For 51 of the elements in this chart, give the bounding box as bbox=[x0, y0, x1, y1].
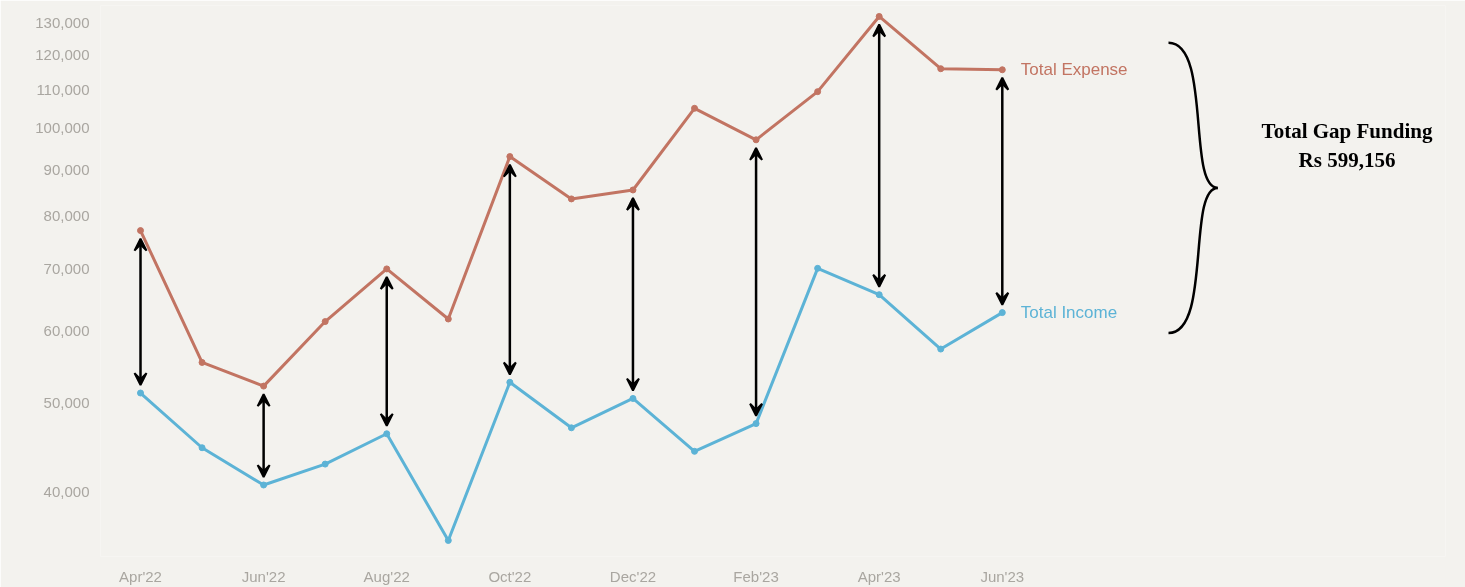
x-tick-label: Aug'22 bbox=[363, 567, 410, 585]
y-tick-label: 120,000 bbox=[35, 46, 90, 64]
point bbox=[752, 136, 760, 144]
point bbox=[383, 265, 391, 273]
x-tick-label: Oct'22 bbox=[488, 567, 532, 585]
y-tick-label: 70,000 bbox=[43, 260, 90, 278]
point bbox=[137, 227, 145, 235]
point bbox=[198, 444, 206, 452]
point bbox=[629, 394, 637, 402]
series-label: Total Income bbox=[1020, 303, 1118, 323]
point bbox=[321, 460, 329, 468]
y-tick-label: 130,000 bbox=[35, 14, 90, 32]
point bbox=[137, 389, 145, 397]
x-tick-label: Apr'22 bbox=[119, 567, 162, 585]
point bbox=[567, 195, 575, 203]
y-tick-label: 60,000 bbox=[43, 321, 90, 339]
point bbox=[260, 382, 268, 390]
point bbox=[875, 12, 883, 20]
point bbox=[814, 88, 822, 96]
y-tick-label: 50,000 bbox=[43, 394, 90, 412]
text: Rs 599,156 bbox=[1298, 148, 1396, 173]
point bbox=[752, 420, 760, 428]
point bbox=[198, 358, 206, 366]
point bbox=[691, 447, 699, 455]
point bbox=[383, 430, 391, 438]
y-tick-label: 40,000 bbox=[43, 482, 90, 500]
y-tick-label: 90,000 bbox=[43, 160, 90, 178]
x-tick-label: Dec'22 bbox=[609, 567, 657, 585]
point bbox=[567, 424, 575, 432]
x-tick-label: Jun'23 bbox=[980, 567, 1025, 585]
y-tick-label: 110,000 bbox=[36, 80, 90, 98]
point bbox=[814, 264, 822, 272]
point bbox=[506, 378, 514, 386]
point bbox=[937, 345, 945, 353]
point bbox=[444, 315, 452, 323]
x-tick-label: Jun'22 bbox=[241, 567, 286, 585]
point bbox=[691, 104, 699, 112]
y-tick-label: 80,000 bbox=[43, 207, 90, 225]
point bbox=[998, 66, 1006, 74]
point bbox=[998, 309, 1006, 317]
point bbox=[506, 153, 514, 161]
point bbox=[875, 291, 883, 299]
x-tick-label: Feb'23 bbox=[733, 567, 779, 585]
x-tick-label: Apr'23 bbox=[857, 567, 901, 585]
point bbox=[629, 186, 637, 194]
text: Total Gap Funding bbox=[1261, 118, 1433, 143]
series-label: Total Expense bbox=[1020, 60, 1128, 80]
point bbox=[321, 318, 329, 326]
y-tick-label: 100,000 bbox=[35, 118, 90, 136]
point bbox=[260, 481, 268, 489]
point bbox=[937, 65, 945, 73]
